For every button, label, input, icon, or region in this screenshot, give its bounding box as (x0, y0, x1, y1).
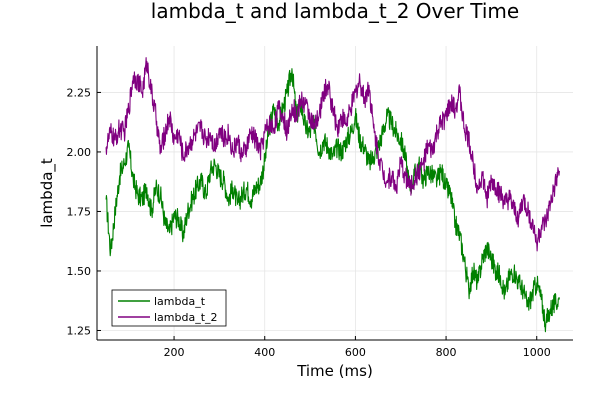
chart-title: lambda_t and lambda_t_2 Over Time (151, 0, 519, 23)
legend-box (111, 289, 227, 327)
x-tick-label: 800 (436, 346, 457, 359)
x-tick-label: 1000 (523, 346, 551, 359)
legend-label-lambda-t-2: lambda_t_2 (154, 311, 218, 324)
series-line-lambda-t-2 (105, 57, 560, 252)
series-line-lambda-t (105, 68, 560, 333)
y-tick-label: 1.25 (67, 324, 92, 337)
legend: lambda_t lambda_t_2 (111, 289, 227, 327)
x-tick-label: 600 (345, 346, 366, 359)
axes (96, 46, 573, 341)
y-tick-label: 2.25 (67, 86, 92, 99)
x-tick-label: 400 (254, 346, 275, 359)
y-tick-label: 1.50 (67, 265, 92, 278)
y-tick-label: 2.00 (67, 146, 92, 159)
ticks: 200 400 600 800 1000 1.25 1.50 1.75 2.00 2.25 (67, 86, 551, 359)
x-axis-label: Time (ms) (296, 362, 373, 380)
series-layer (105, 57, 560, 333)
x-tick-label: 200 (164, 346, 185, 359)
y-axis-label: lambda_t (38, 158, 57, 228)
legend-label-lambda-t: lambda_t (154, 295, 206, 308)
y-tick-label: 1.75 (67, 205, 92, 218)
